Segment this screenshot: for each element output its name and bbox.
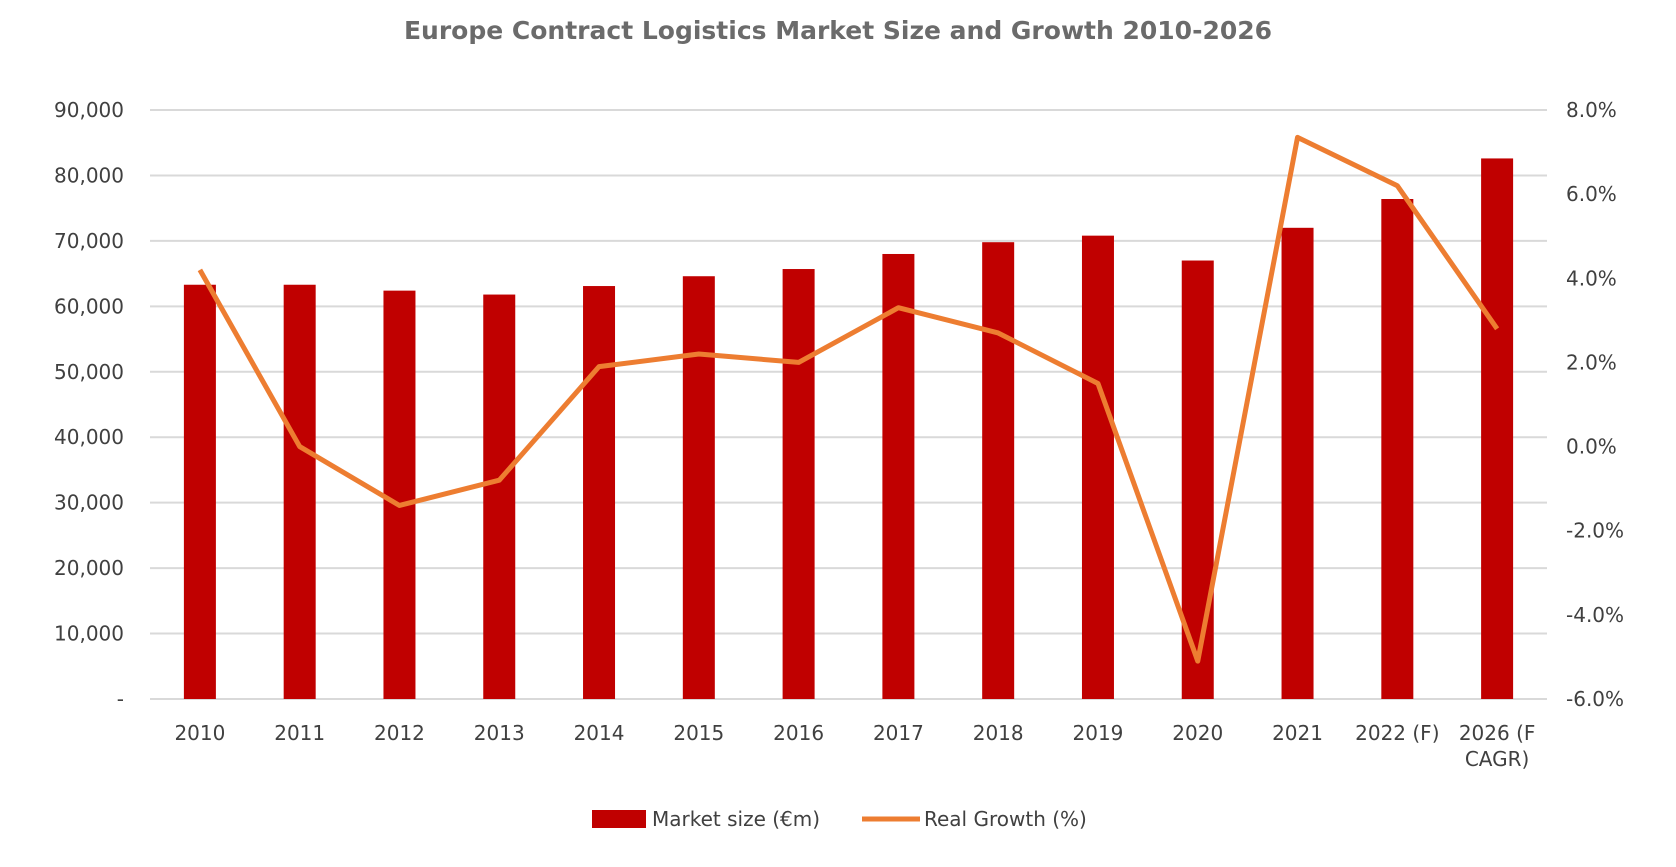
x-tick-label: 2013 [474,721,525,745]
bar-2012 [383,290,416,699]
legend-label-real-growth: Real Growth (%) [924,807,1087,831]
left-axis: - 10,000 20,000 30,000 40,000 50,000 60,000 70,… [54,98,124,711]
bar-2010 [183,284,216,699]
right-tick-label: 2.0% [1566,350,1617,374]
bar-2016 [782,269,815,699]
x-tick-label: 2021 [1272,721,1323,745]
x-tick-label: 2017 [873,721,924,745]
bar-2015 [682,276,715,699]
x-tick-label: 2022 (F) [1355,721,1439,745]
bar-2026 (F CAGR) [1481,158,1514,699]
left-tick-label: - [117,687,124,711]
legend: Market size (€m) Real Growth (%) [592,807,1087,831]
bar-series [183,158,1514,700]
x-tick-label: 2011 [274,721,325,745]
left-tick-label: 70,000 [54,229,124,253]
right-tick-label: 4.0% [1566,266,1617,290]
bar-2021 [1281,227,1314,700]
bar-2018 [982,242,1015,699]
x-tick-label: 2018 [973,721,1024,745]
right-tick-label: -2.0% [1566,519,1624,543]
right-tick-label: 8.0% [1566,98,1617,122]
right-axis: -6.0% -4.0% -2.0% 0.0% 2.0% 4.0% 6.0% 8.0% [1566,98,1624,711]
bar-2014 [583,286,616,699]
x-tick-label: 2012 [374,721,425,745]
left-tick-label: 90,000 [54,98,124,122]
right-tick-label: 0.0% [1566,435,1617,459]
legend-swatch-market-size [592,810,646,828]
left-tick-label: 40,000 [54,425,124,449]
left-tick-label: 60,000 [54,294,124,318]
bar-2011 [283,284,316,699]
bar-2022 (F) [1381,199,1414,699]
x-tick-label: 2014 [574,721,625,745]
bar-2013 [483,294,516,699]
x-tick-label: 2020 [1172,721,1223,745]
line-series [197,134,1500,664]
x-tick-label: 2019 [1073,721,1124,745]
left-tick-label: 50,000 [54,360,124,384]
x-tick-label: 2026 (F CAGR) [1459,721,1536,771]
x-axis: 2010 2011 2012 2013 2014 2015 2016 2017 2018 2019… [174,721,1535,771]
legend-label-market-size: Market size (€m) [652,807,820,831]
left-tick-label: 20,000 [54,556,124,580]
bar-2017 [882,253,915,699]
chart-title: Europe Contract Logistics Market Size an… [404,16,1272,45]
right-tick-label: -6.0% [1566,687,1624,711]
x-tick-label: 2010 [174,721,225,745]
gridlines [150,109,1547,700]
x-tick-label: 2015 [673,721,724,745]
right-tick-label: -4.0% [1566,603,1624,627]
right-tick-label: 6.0% [1566,182,1617,206]
left-tick-label: 10,000 [54,622,124,646]
x-tick-label: 2016 [773,721,824,745]
left-tick-label: 80,000 [54,163,124,187]
bar-2019 [1081,235,1114,700]
growth-line [197,134,1500,664]
left-tick-label: 30,000 [54,491,124,515]
